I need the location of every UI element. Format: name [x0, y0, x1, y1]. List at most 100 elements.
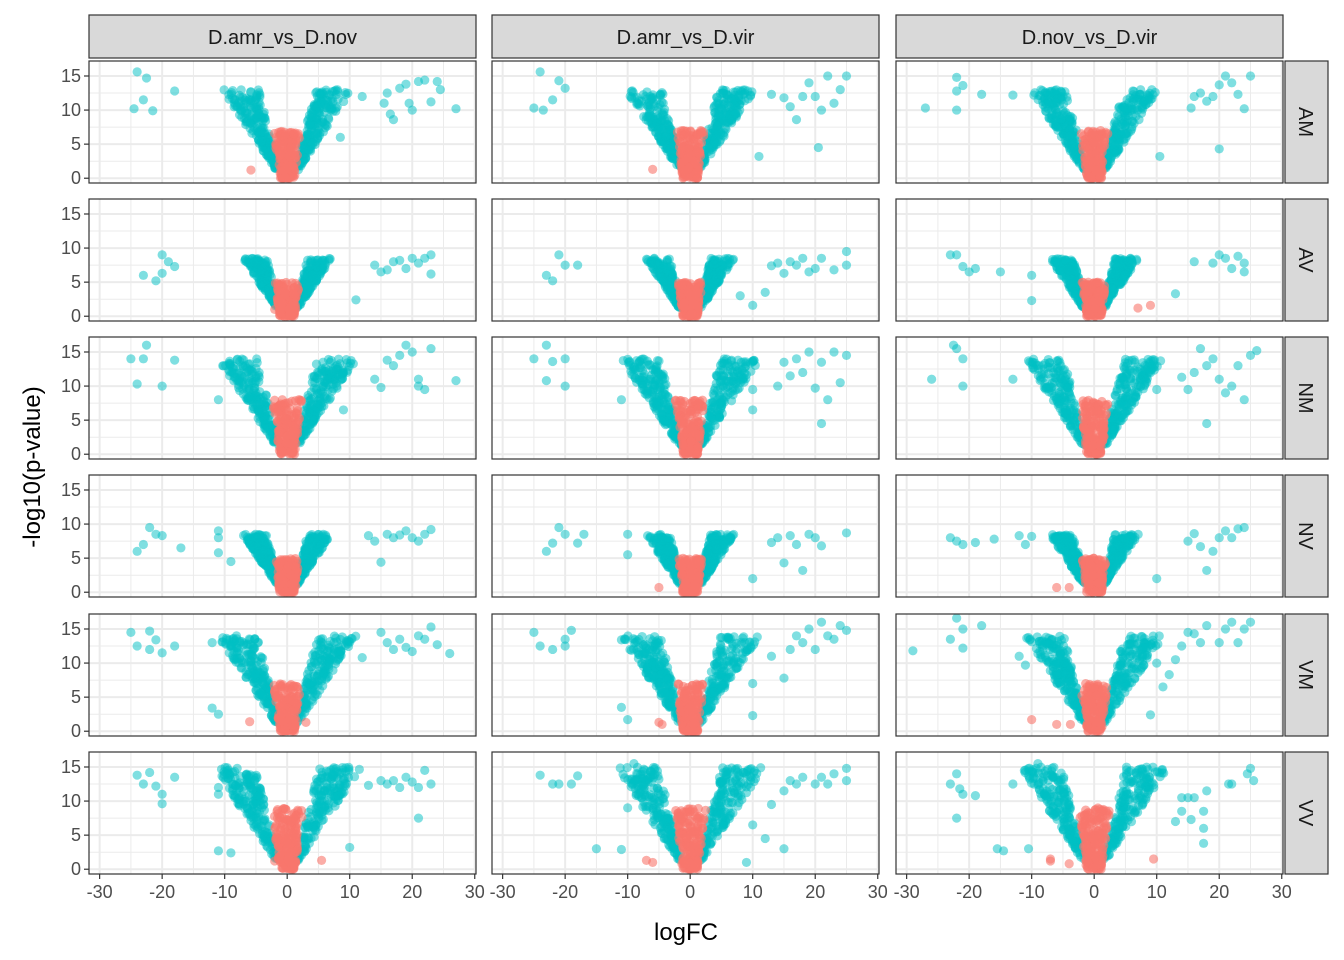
- data-point-significant: [804, 78, 814, 88]
- y-tick-label: 5: [71, 272, 81, 292]
- data-point-significant: [704, 268, 714, 278]
- data-point-significant: [1233, 89, 1243, 99]
- data-point-significant: [1239, 258, 1249, 268]
- data-point-nonsignificant: [686, 436, 696, 446]
- data-point-significant: [970, 263, 981, 274]
- data-point-significant: [255, 399, 265, 409]
- data-point-significant: [816, 357, 827, 367]
- data-point-significant: [745, 358, 755, 368]
- y-tick-label: 15: [61, 66, 81, 86]
- facet-panel-AM-1: [491, 60, 880, 184]
- data-point-nonsignificant: [273, 278, 283, 288]
- data-point-significant: [213, 395, 224, 405]
- facet-panel-AV-2: [895, 198, 1284, 322]
- data-point-significant: [977, 89, 987, 99]
- data-point-significant: [1189, 257, 1199, 267]
- data-point-significant: [1066, 144, 1076, 154]
- data-point-significant: [332, 85, 342, 95]
- data-point-significant: [1114, 102, 1124, 112]
- data-point-significant: [246, 393, 257, 403]
- y-tick-label: 10: [61, 376, 81, 396]
- data-point-significant: [1220, 253, 1231, 263]
- data-point-nonsignificant: [680, 449, 691, 459]
- data-point-significant: [426, 343, 436, 354]
- data-point-significant: [420, 75, 430, 85]
- data-point-significant: [1119, 255, 1129, 265]
- y-tick-label: 10: [61, 100, 81, 120]
- data-point-nonsignificant: [271, 132, 282, 142]
- data-point-significant: [727, 386, 737, 396]
- data-point-significant: [382, 265, 392, 275]
- data-point-nonsignificant: [284, 449, 294, 459]
- data-point-significant: [548, 95, 558, 105]
- data-point-significant: [148, 106, 158, 116]
- data-point-significant: [548, 276, 558, 286]
- data-point-significant: [554, 250, 564, 260]
- data-point-significant: [1063, 131, 1073, 141]
- data-point-significant: [560, 260, 570, 270]
- data-point-significant: [779, 268, 789, 278]
- data-point-significant: [735, 105, 745, 115]
- data-point-nonsignificant: [280, 132, 290, 142]
- data-point-significant: [560, 381, 570, 391]
- data-point-nonsignificant: [1088, 128, 1098, 138]
- facet-strip-label: D.amr_vs_D.nov: [208, 27, 357, 49]
- data-point-significant: [138, 270, 148, 280]
- data-point-nonsignificant: [286, 143, 296, 153]
- facet-strip-column: [895, 14, 1284, 59]
- data-point-significant: [718, 130, 728, 140]
- data-point-significant: [170, 355, 180, 365]
- data-point-significant: [748, 405, 758, 415]
- data-point-significant: [407, 105, 417, 115]
- data-point-significant: [835, 85, 845, 95]
- data-point-significant: [647, 119, 657, 129]
- data-point-significant: [370, 260, 380, 270]
- data-point-nonsignificant: [289, 129, 299, 139]
- data-point-significant: [259, 113, 269, 123]
- data-point-nonsignificant: [281, 398, 291, 408]
- data-point-significant: [829, 347, 839, 357]
- facet-strip-label: AV: [1294, 247, 1316, 273]
- data-point-significant: [260, 410, 270, 420]
- data-point-significant: [338, 368, 348, 378]
- panel-border: [491, 60, 880, 184]
- facet-panel-NM-0: [88, 336, 477, 460]
- data-point-significant: [626, 86, 636, 97]
- data-point-significant: [529, 354, 539, 364]
- data-point-significant: [251, 94, 261, 104]
- data-point-significant: [823, 395, 833, 405]
- facet-strip-label: VM: [1294, 660, 1316, 690]
- data-point-significant: [841, 246, 852, 257]
- data-point-nonsignificant: [246, 165, 256, 175]
- data-point-significant: [712, 93, 722, 103]
- data-point-nonsignificant: [290, 424, 300, 434]
- data-point-significant: [766, 89, 777, 99]
- data-point-significant: [649, 101, 659, 111]
- data-point-significant: [541, 340, 551, 350]
- data-point-significant: [303, 130, 313, 140]
- data-point-significant: [638, 381, 648, 391]
- data-point-significant: [995, 267, 1006, 277]
- data-point-nonsignificant: [1083, 287, 1093, 297]
- data-point-significant: [151, 276, 161, 286]
- data-point-significant: [958, 80, 968, 91]
- data-point-significant: [1127, 122, 1137, 132]
- facet-strip-column: [491, 14, 880, 59]
- data-point-significant: [305, 423, 315, 434]
- data-point-significant: [313, 132, 323, 143]
- facet-panel-AV-1: [491, 198, 880, 322]
- data-point-significant: [1245, 71, 1256, 81]
- data-point-significant: [658, 415, 668, 425]
- data-point-significant: [560, 354, 570, 364]
- data-point-significant: [261, 390, 271, 401]
- data-point-significant: [952, 72, 962, 82]
- data-point-significant: [1239, 267, 1249, 277]
- data-point-significant: [308, 120, 318, 131]
- data-point-significant: [719, 356, 729, 366]
- data-point-nonsignificant: [696, 126, 707, 137]
- data-point-significant: [323, 354, 334, 365]
- data-point-significant: [642, 87, 652, 97]
- data-point-significant: [328, 384, 338, 394]
- data-point-significant: [157, 381, 167, 391]
